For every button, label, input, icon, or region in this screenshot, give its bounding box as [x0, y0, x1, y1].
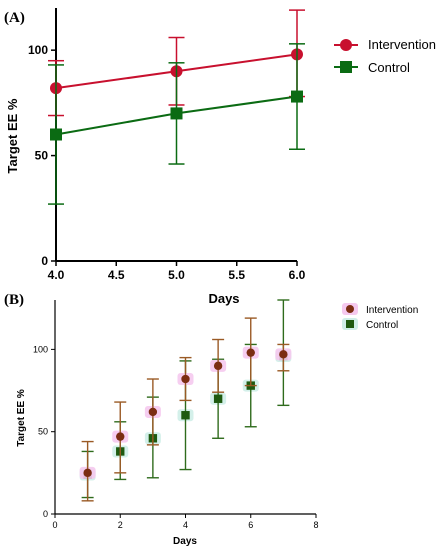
panel-b-y-tick-label: 0 — [43, 509, 48, 519]
panel-b-x-tick-label: 6 — [248, 520, 253, 530]
panel-b-x-axis-label: Days — [173, 536, 197, 547]
panel-a-x-tick-label: 6.0 — [289, 268, 306, 282]
panel-b-intervention-point — [181, 374, 190, 384]
panel-b-x-tick-label: 4 — [183, 520, 188, 530]
panel-a-chart: (A) Days Target EE % Intervention Contro… — [4, 8, 436, 306]
panel-a-legend-intervention-marker — [340, 39, 352, 51]
panel-a-y-tick-label: 100 — [28, 43, 48, 57]
panel-b-x-tick-label: 8 — [313, 520, 318, 530]
panel-a-x-tick-label: 4.5 — [108, 268, 125, 282]
panel-a-control-point — [170, 107, 183, 120]
panel-b-legend-intervention-marker — [346, 305, 354, 313]
panel-a-legend-control-marker — [340, 61, 352, 73]
panel-b-intervention-point — [148, 407, 158, 417]
panel-a-legend-intervention-label: Intervention — [368, 37, 436, 52]
panel-a-y-axis-label: Target EE % — [5, 98, 20, 173]
panel-b-x-tick-label: 2 — [118, 520, 123, 530]
panel-a-x-tick-label: 4.0 — [48, 268, 65, 282]
panel-b-control-point — [181, 411, 190, 420]
panel-a-y-tick-label: 0 — [41, 254, 48, 268]
panel-b-y-tick-label: 100 — [33, 344, 48, 354]
panel-b-intervention-point — [279, 350, 288, 359]
panel-b-label: (B) — [4, 292, 24, 308]
panel-a-legend-control-label: Control — [368, 60, 410, 75]
panel-b-y-tick-label: 50 — [38, 427, 48, 437]
panel-a-control-point — [291, 90, 303, 103]
panel-a-x-tick-label: 5.0 — [168, 268, 185, 282]
panel-a-y-tick-label: 50 — [35, 149, 49, 163]
panel-b-intervention-point — [246, 348, 255, 357]
panel-a-x-tick-label: 5.5 — [228, 268, 245, 282]
panel-b-intervention-point — [83, 468, 92, 478]
panel-b-intervention-point — [116, 432, 125, 441]
panel-b-y-axis-label: Target EE % — [16, 389, 27, 447]
panel-b-x-tick-label: 0 — [52, 520, 57, 530]
panel-b-legend-intervention-label: Intervention — [366, 305, 418, 316]
panel-b-chart: (B) Days Target EE % Intervention Contro… — [4, 292, 418, 547]
panel-b-control-point — [213, 394, 223, 403]
panel-a-x-axis-label: Days — [208, 291, 239, 306]
panel-b-legend-control-label: Control — [366, 320, 398, 331]
panel-a-label: (A) — [4, 10, 25, 26]
panel-b-intervention-point — [213, 361, 223, 371]
panel-b-legend-control-marker — [346, 320, 354, 328]
panel-a-control-point — [50, 128, 62, 141]
